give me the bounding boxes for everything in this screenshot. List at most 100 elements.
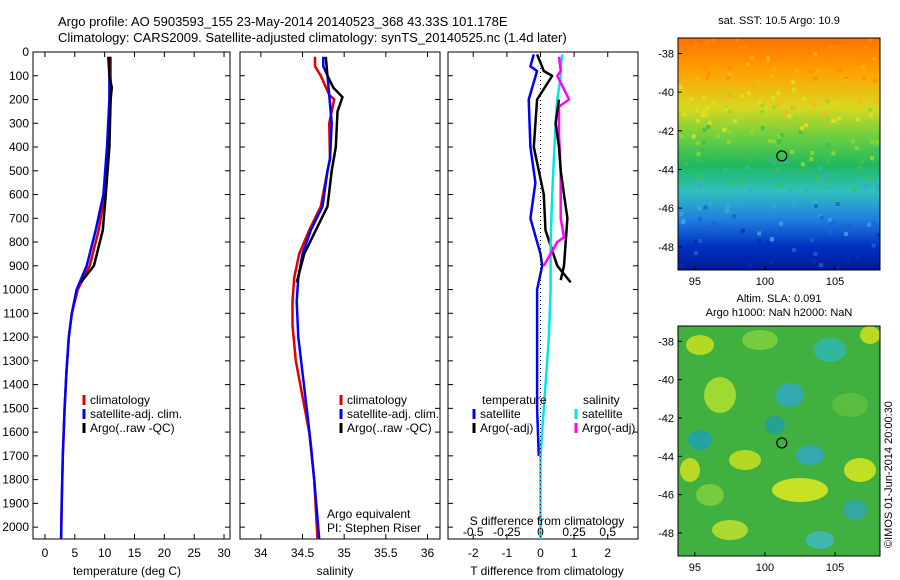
sst-pixel <box>877 41 880 46</box>
sst-pixel <box>678 180 683 185</box>
sla-map-ytick-label: -46 <box>658 490 674 502</box>
sst-pixel <box>715 134 720 139</box>
sst-pixel <box>837 116 842 121</box>
sst-pixel <box>812 51 817 56</box>
salinity-xtick-label: 35 <box>337 546 351 560</box>
salinity-xlabel: salinity <box>317 564 354 578</box>
legend-label-argo-raw-qc: Argo(..raw -QC) <box>90 421 175 435</box>
sst-pixel <box>760 194 765 199</box>
sst-pixel <box>698 239 703 243</box>
sst-pixel <box>736 180 740 185</box>
temperature-xtick-label: 20 <box>158 546 172 560</box>
sst-pixel <box>810 238 815 242</box>
sst-pixel <box>828 246 833 251</box>
depth-tick-label: 1000 <box>2 283 29 297</box>
sst-pixel <box>859 175 864 180</box>
sst-pixel <box>771 139 776 144</box>
depth-tick-label: 900 <box>9 259 29 273</box>
sla-map-ytick-label: -42 <box>658 413 674 425</box>
sst-pixel <box>702 65 707 70</box>
depth-tick-label: 500 <box>9 164 29 178</box>
sst-pixel <box>830 118 835 123</box>
sst-pixel <box>822 173 827 178</box>
figure-title-line1: Argo profile: AO 5903593_155 23-May-2014… <box>58 14 508 29</box>
sst-map-title: sat. SST: 10.5 Argo: 10.9 <box>718 15 840 27</box>
sst-pixel <box>771 66 776 71</box>
sst-pixel <box>726 49 731 54</box>
sst-pixel <box>758 227 763 232</box>
sst-pixel <box>749 130 754 135</box>
difference-axes-frame <box>447 51 639 540</box>
sst-pixel <box>697 217 702 222</box>
difference-legend-label-argo-adj: Argo(-adj) <box>582 421 635 435</box>
sst-pixel <box>777 134 782 139</box>
sst-pixel <box>864 184 869 189</box>
sst-pixel <box>695 75 699 80</box>
sst-map-ytick-label: -46 <box>658 203 674 215</box>
sst-pixel <box>713 193 718 197</box>
sst-pixel <box>875 147 880 152</box>
sst-pixel <box>694 53 699 58</box>
sst-pixel <box>852 87 857 92</box>
sst-pixel <box>775 102 780 107</box>
sst-pixel <box>821 185 826 189</box>
sst-pixel <box>835 266 840 270</box>
difference-secondary-xtick-label: -0.25 <box>493 525 521 539</box>
depth-tick-label: 700 <box>9 211 29 225</box>
sst-pixel <box>779 221 783 226</box>
sst-pixel <box>780 246 785 251</box>
sst-pixel <box>696 140 701 145</box>
sst-pixel <box>704 112 708 117</box>
depth-tick-label: 600 <box>9 188 29 202</box>
depth-tick-label: 1600 <box>2 425 29 439</box>
sst-pixel <box>706 71 711 76</box>
sst-pixel <box>699 147 704 152</box>
sst-pixel <box>776 167 781 171</box>
sst-pixel <box>755 80 760 85</box>
sst-pixel <box>681 80 686 84</box>
legend-label-climatology: climatology <box>90 393 150 407</box>
sst-pixel <box>834 197 838 202</box>
sst-pixel <box>861 65 866 69</box>
sla-blob <box>832 393 868 417</box>
sla-blob <box>765 416 785 434</box>
sst-pixel <box>712 221 716 226</box>
sst-pixel <box>780 56 785 60</box>
sst-pixel <box>722 127 727 132</box>
sst-pixel <box>770 237 775 242</box>
sst-pixel <box>726 76 731 81</box>
sst-pixel <box>813 251 818 256</box>
sst-pixel <box>678 150 682 155</box>
sst-map-field <box>678 38 880 270</box>
depth-tick-label: 0 <box>22 45 29 59</box>
sst-pixel <box>798 130 803 135</box>
sst-pixel <box>819 215 824 220</box>
sst-pixel <box>702 127 707 132</box>
difference-xlabel: T difference from climatology <box>470 564 624 578</box>
sst-pixel <box>757 231 762 236</box>
sst-pixel <box>777 139 782 144</box>
depth-tick-label: 1300 <box>2 354 29 368</box>
sst-pixel <box>792 248 796 253</box>
depth-tick-label: 1500 <box>2 401 29 415</box>
sst-pixel <box>706 124 711 129</box>
sst-pixel <box>739 93 744 98</box>
sst-pixel <box>679 133 684 138</box>
sst-pixel <box>860 160 864 165</box>
sla-map-xtick-label: 105 <box>826 562 844 574</box>
sst-pixel <box>829 172 834 176</box>
sla-map-ytick-label: -40 <box>658 375 674 387</box>
sst-pixel <box>793 185 798 190</box>
legend-title-temperature: temperature <box>482 393 547 407</box>
sst-pixel <box>734 38 739 42</box>
sst-map-xtick-label: 105 <box>826 276 844 288</box>
sst-map-xtick-label: 95 <box>689 276 701 288</box>
sst-pixel <box>855 256 860 260</box>
temperature-series-satellite-adj-clim <box>59 56 111 539</box>
sst-pixel <box>815 174 820 179</box>
salinity-xtick-label: 35.5 <box>374 546 398 560</box>
sla-side-label: ©IMOS 01-Jun-2014 20:00:30 <box>883 401 895 548</box>
sst-pixel <box>874 98 879 103</box>
sst-pixel <box>800 162 805 167</box>
